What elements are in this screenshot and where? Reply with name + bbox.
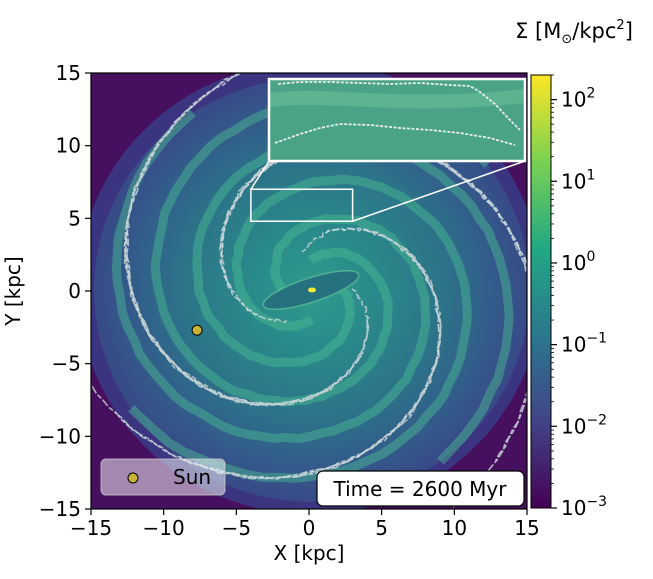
x-tick-label: 0 xyxy=(303,516,316,540)
y-axis-ticks: −15 −10 −5 0 5 10 15 xyxy=(39,61,91,521)
colorbar-tick-exponent: 1 xyxy=(586,167,595,183)
x-tick-label: 10 xyxy=(442,516,467,540)
zoom-inset xyxy=(267,77,527,163)
spiral-arm xyxy=(150,96,491,407)
colorbar-tick-label: 102 xyxy=(561,86,595,112)
time-annotation-box xyxy=(316,470,525,507)
legend-sun-label: Sun xyxy=(173,465,211,489)
colorbar-tick-base: 10 xyxy=(561,496,586,520)
spiral-arm xyxy=(128,174,472,483)
colorbar-tick-label: 10−3 xyxy=(561,494,607,520)
spiral-arm xyxy=(192,135,514,465)
colorbar-tick-exponent: 0 xyxy=(586,249,595,265)
zoom-box xyxy=(250,188,354,222)
spiral-arms xyxy=(111,96,514,483)
spiral-filament xyxy=(123,73,284,407)
inset-texture xyxy=(269,89,525,109)
x-tick-label: −5 xyxy=(222,516,251,540)
x-axis-label: X [kpc] xyxy=(274,541,345,565)
x-tick-label: −15 xyxy=(70,516,112,540)
legend-sun-marker xyxy=(127,472,139,484)
y-tick-label: 10 xyxy=(56,134,81,158)
y-tick-label: −10 xyxy=(39,424,81,448)
zoom-connector-top xyxy=(250,160,270,190)
spiral-filament xyxy=(91,247,442,480)
y-tick-label: −5 xyxy=(52,352,81,376)
colorbar-tick-exponent: 2 xyxy=(586,86,595,102)
colorbar-tick-label: 10−2 xyxy=(561,412,607,438)
zoom-indicator xyxy=(250,160,526,222)
spiral-filaments xyxy=(91,73,527,509)
colorbar-tick-label: 100 xyxy=(561,249,595,275)
y-axis-label: Y [kpc] xyxy=(1,256,25,326)
colorbar-tick-base: 10 xyxy=(561,169,586,193)
inset-frame xyxy=(267,77,527,163)
colorbar xyxy=(530,74,552,509)
time-annotation: Time = 2600 Myr xyxy=(316,470,525,507)
x-axis-ticks: −15 −10 −5 0 5 10 15 xyxy=(70,509,540,540)
legend: Sun xyxy=(100,458,226,496)
spiral-filament xyxy=(123,73,334,407)
spiral-arm xyxy=(111,109,431,444)
spiral-filament xyxy=(236,137,527,509)
sun-marker xyxy=(191,324,203,336)
colorbar-tick-exponent: −2 xyxy=(586,412,607,428)
galactic-center xyxy=(308,287,316,293)
legend-box xyxy=(100,458,226,496)
cbar-title-sup: 2 xyxy=(616,18,624,33)
x-tick-label: 15 xyxy=(514,516,539,540)
colorbar-tick-base: 10 xyxy=(561,251,586,275)
cbar-title-suffix: ] xyxy=(625,19,633,43)
spiral-filament xyxy=(113,228,442,480)
x-tick-label: −10 xyxy=(143,516,185,540)
x-tick-label: 5 xyxy=(375,516,388,540)
y-tick-label: 15 xyxy=(56,61,81,85)
time-annotation-text: Time = 2600 Myr xyxy=(333,477,508,501)
zoom-connector-bottom xyxy=(352,160,526,222)
colorbar-tick-label: 10−1 xyxy=(561,331,607,357)
inset-filament-upper xyxy=(277,81,521,131)
colorbar-tick-base: 10 xyxy=(561,414,586,438)
y-tick-label: −15 xyxy=(39,497,81,521)
colorbar-title: Σ [M⊙/kpc2] xyxy=(515,18,633,47)
colorbar-tick-base: 10 xyxy=(561,88,586,112)
colorbar-tick-label: 101 xyxy=(561,167,595,193)
inset-filament-lower xyxy=(274,123,516,146)
cbar-title-sub: ⊙ xyxy=(561,32,572,47)
y-tick-label: 5 xyxy=(68,206,81,230)
colorbar-tick-exponent: −3 xyxy=(586,494,607,510)
cbar-title-mid: /kpc xyxy=(572,19,616,43)
colorbar-tick-base: 10 xyxy=(561,333,586,357)
cbar-title-prefix: Σ [M xyxy=(515,19,561,43)
y-tick-label: 0 xyxy=(68,279,81,303)
colorbar-tick-exponent: −1 xyxy=(586,331,607,347)
